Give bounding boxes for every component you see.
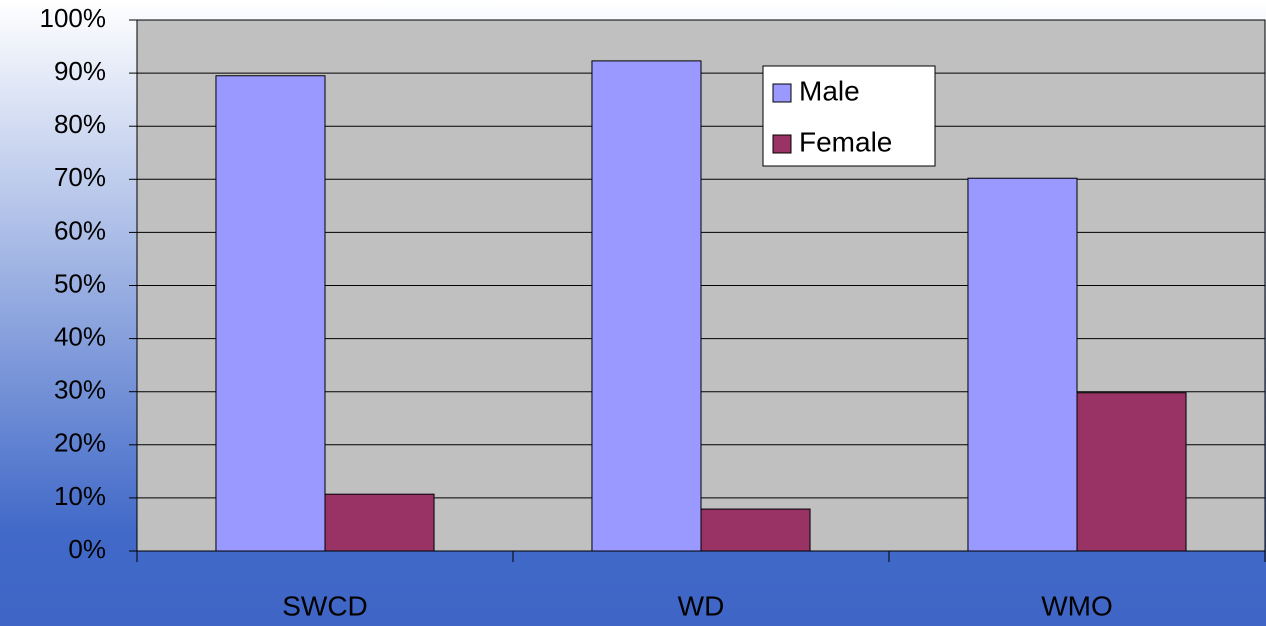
legend-swatch bbox=[772, 83, 792, 103]
y-tick-label: 60% bbox=[54, 215, 106, 245]
y-tick-label: 40% bbox=[54, 321, 106, 351]
y-tick-label: 0% bbox=[68, 534, 106, 564]
x-tick-label: WMO bbox=[1041, 590, 1113, 621]
y-tick-label: 90% bbox=[54, 56, 106, 86]
bar bbox=[1076, 392, 1187, 552]
bar bbox=[591, 60, 702, 552]
y-tick-label: 80% bbox=[54, 109, 106, 139]
y-tick-label: 30% bbox=[54, 375, 106, 405]
bar bbox=[700, 508, 811, 552]
y-tick-label: 10% bbox=[54, 481, 106, 511]
y-tick-label: 20% bbox=[54, 428, 106, 458]
bar bbox=[967, 177, 1078, 552]
bar bbox=[324, 493, 435, 552]
y-tick-label: 100% bbox=[40, 3, 107, 33]
legend-label: Male bbox=[799, 75, 860, 106]
bar bbox=[215, 75, 326, 552]
legend-swatch bbox=[772, 134, 792, 154]
x-tick-label: SWCD bbox=[282, 590, 368, 621]
x-tick-label: WD bbox=[678, 590, 725, 621]
y-tick-label: 50% bbox=[54, 268, 106, 298]
legend bbox=[762, 65, 936, 167]
y-tick-label: 70% bbox=[54, 162, 106, 192]
legend-label: Female bbox=[799, 126, 892, 157]
